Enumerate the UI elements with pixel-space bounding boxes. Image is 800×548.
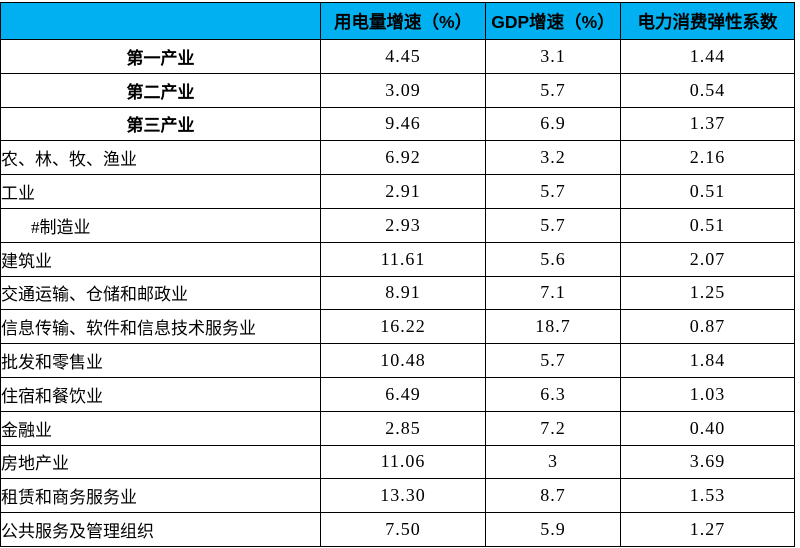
value-cell: 0.87 xyxy=(620,309,795,345)
row-label-cell: 农、林、牧、渔业 xyxy=(0,140,321,176)
value-cell: 2.07 xyxy=(620,241,795,277)
table-row: 批发和零售业 10.48 5.7 1.84 xyxy=(0,343,795,378)
value-cell: 5.7 xyxy=(485,343,621,378)
value-cell: 8.91 xyxy=(320,275,486,311)
value-cell: 3.2 xyxy=(485,140,621,176)
value-cell: 6.49 xyxy=(320,376,486,412)
value-cell: 4.45 xyxy=(320,39,486,74)
table-row: #制造业 2.93 5.7 0.51 xyxy=(0,207,795,243)
row-label-cell: 信息传输、软件和信息技术服务业 xyxy=(0,309,321,345)
value-cell: 6.3 xyxy=(485,376,621,412)
table-row: 公共服务及管理组织 7.50 5.9 1.27 xyxy=(0,512,795,547)
value-cell: 5.6 xyxy=(485,241,621,277)
header-row: 用电量增速（%） GDP增速（%） 电力消费弹性系数 xyxy=(0,2,795,40)
value-cell: 3.09 xyxy=(320,72,486,108)
value-cell: 3.1 xyxy=(485,39,621,74)
table-row: 第三产业 9.46 6.9 1.37 xyxy=(0,106,795,142)
row-label-cell: #制造业 xyxy=(0,207,321,243)
value-cell: 6.9 xyxy=(485,106,621,142)
row-label-cell: 交通运输、仓储和邮政业 xyxy=(0,275,321,311)
value-cell: 1.37 xyxy=(620,106,795,142)
table-row: 第二产业 3.09 5.7 0.54 xyxy=(0,72,795,108)
value-cell: 0.40 xyxy=(620,410,795,446)
row-label-cell: 第二产业 xyxy=(0,72,321,108)
header-cell-empty xyxy=(0,2,321,40)
value-cell: 5.9 xyxy=(485,512,621,547)
value-cell: 5.7 xyxy=(485,207,621,243)
table-row: 交通运输、仓储和邮政业 8.91 7.1 1.25 xyxy=(0,275,795,311)
row-label-cell: 建筑业 xyxy=(0,241,321,277)
value-cell: 0.54 xyxy=(620,72,795,108)
value-cell: 8.7 xyxy=(485,478,621,514)
value-cell: 6.92 xyxy=(320,140,486,176)
value-cell: 13.30 xyxy=(320,478,486,514)
value-cell: 10.48 xyxy=(320,343,486,378)
value-cell: 2.85 xyxy=(320,410,486,446)
row-label-cell: 租赁和商务服务业 xyxy=(0,478,321,514)
value-cell: 2.91 xyxy=(320,174,486,209)
value-cell: 3.69 xyxy=(620,444,795,480)
value-cell: 3 xyxy=(485,444,621,480)
value-cell: 0.51 xyxy=(620,207,795,243)
value-cell: 1.25 xyxy=(620,275,795,311)
value-cell: 18.7 xyxy=(485,309,621,345)
table-row: 工业 2.91 5.7 0.51 xyxy=(0,174,795,209)
table-row: 房地产业 11.06 3 3.69 xyxy=(0,444,795,480)
row-label-cell: 房地产业 xyxy=(0,444,321,480)
value-cell: 11.61 xyxy=(320,241,486,277)
table-row: 建筑业 11.61 5.6 2.07 xyxy=(0,241,795,277)
value-cell: 0.51 xyxy=(620,174,795,209)
table-row: 信息传输、软件和信息技术服务业 16.22 18.7 0.87 xyxy=(0,309,795,345)
value-cell: 7.2 xyxy=(485,410,621,446)
value-cell: 2.16 xyxy=(620,140,795,176)
table-row: 住宿和餐饮业 6.49 6.3 1.03 xyxy=(0,376,795,412)
value-cell: 5.7 xyxy=(485,174,621,209)
header-cell-elasticity-coefficient: 电力消费弹性系数 xyxy=(620,2,795,40)
value-cell: 1.44 xyxy=(620,39,795,74)
table-body: 第一产业 4.45 3.1 1.44 第二产业 3.09 5.7 0.54 第三产业 9.46 6.… xyxy=(0,39,795,547)
table-row: 租赁和商务服务业 13.30 8.7 1.53 xyxy=(0,478,795,514)
value-cell: 9.46 xyxy=(320,106,486,142)
header-cell-electricity-growth: 用电量增速（%） xyxy=(320,2,486,40)
value-cell: 1.03 xyxy=(620,376,795,412)
row-label-cell: 公共服务及管理组织 xyxy=(0,512,321,547)
value-cell: 11.06 xyxy=(320,444,486,480)
header-cell-gdp-growth: GDP增速（%） xyxy=(485,2,621,40)
row-label-cell: 第三产业 xyxy=(0,106,321,142)
table-row: 金融业 2.85 7.2 0.40 xyxy=(0,410,795,446)
table-row: 农、林、牧、渔业 6.92 3.2 2.16 xyxy=(0,140,795,176)
row-label-cell: 工业 xyxy=(0,174,321,209)
value-cell: 1.27 xyxy=(620,512,795,547)
value-cell: 2.93 xyxy=(320,207,486,243)
value-cell: 5.7 xyxy=(485,72,621,108)
row-label-cell: 第一产业 xyxy=(0,39,321,74)
value-cell: 16.22 xyxy=(320,309,486,345)
table-row: 第一产业 4.45 3.1 1.44 xyxy=(0,39,795,74)
value-cell: 7.1 xyxy=(485,275,621,311)
value-cell: 1.53 xyxy=(620,478,795,514)
row-label-cell: 批发和零售业 xyxy=(0,343,321,378)
row-label-cell: 金融业 xyxy=(0,410,321,446)
value-cell: 1.84 xyxy=(620,343,795,378)
value-cell: 7.50 xyxy=(320,512,486,547)
row-label-cell: 住宿和餐饮业 xyxy=(0,376,321,412)
